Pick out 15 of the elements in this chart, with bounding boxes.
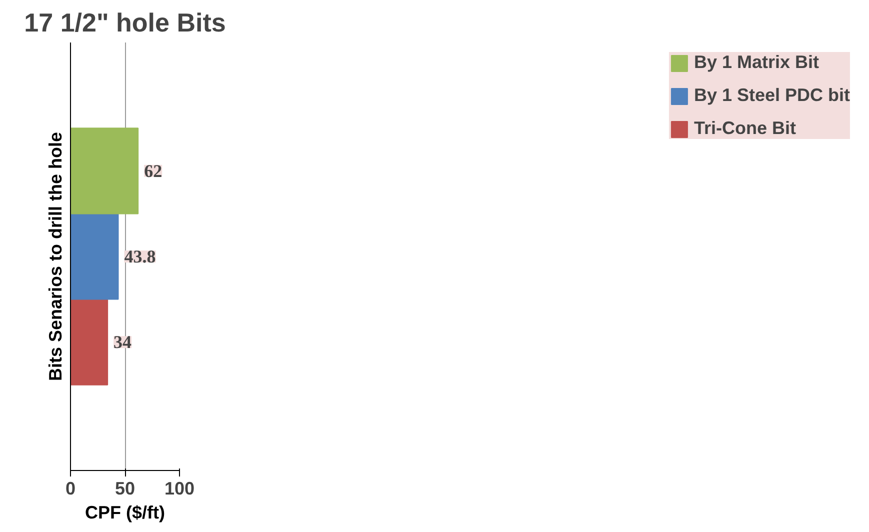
legend-label: Tri-Cone Bit — [694, 118, 796, 139]
x-tick-label: 0 — [65, 478, 76, 498]
x-axis-title: CPF ($/ft) — [85, 502, 166, 522]
bar — [70, 213, 119, 300]
bar — [70, 128, 139, 214]
legend-label: By 1 Matrix Bit — [694, 52, 819, 73]
bar — [70, 298, 108, 386]
data-label: 43.8 — [124, 246, 156, 266]
data-label: 62 — [144, 160, 162, 181]
legend-label: By 1 Steel PDC bit — [694, 85, 850, 106]
x-tick-label: 50 — [114, 478, 136, 498]
chart-title: 17 1/2" hole Bits — [24, 8, 226, 38]
data-label: 34 — [114, 332, 132, 352]
y-axis-title: Bits Senarios to drill the hole — [46, 132, 66, 382]
x-tick-label: 100 — [164, 478, 195, 498]
